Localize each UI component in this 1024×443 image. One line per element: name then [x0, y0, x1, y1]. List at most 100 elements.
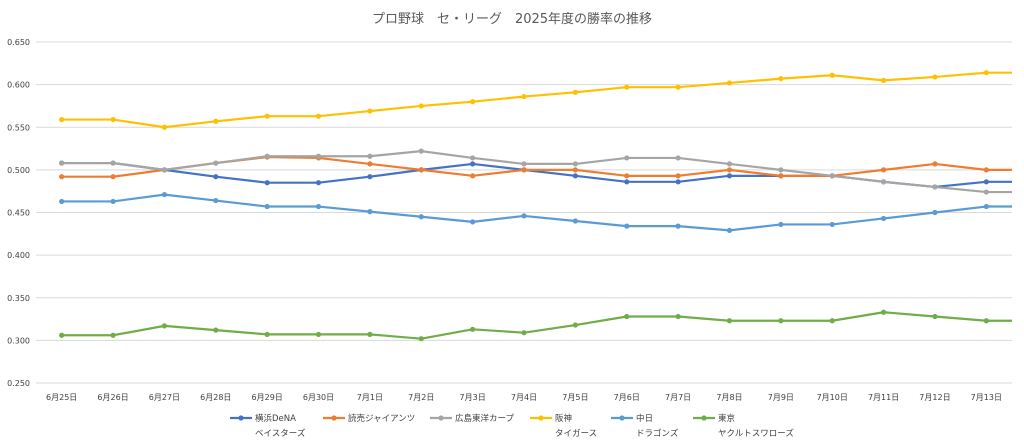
data-point	[264, 153, 270, 159]
data-point	[161, 167, 168, 173]
series-line	[61, 155, 1012, 178]
data-point	[470, 155, 476, 161]
data-point	[983, 70, 989, 76]
x-tick-label: 7月12日	[919, 393, 950, 402]
data-point	[110, 198, 116, 205]
data-point	[829, 318, 835, 324]
legend-entry: 横浜DeNA ベイスターズ	[230, 413, 306, 439]
legend-label-line2: ドラゴンズ	[636, 428, 679, 439]
y-tick-label: 0.300	[7, 336, 30, 345]
legend-marker	[438, 415, 444, 421]
data-point	[161, 323, 168, 329]
data-point	[521, 161, 527, 167]
data-point	[213, 118, 219, 124]
y-tick-label: 0.350	[7, 294, 30, 303]
data-point	[572, 322, 578, 328]
data-point	[983, 203, 989, 210]
data-point	[264, 113, 270, 119]
data-point	[59, 174, 65, 180]
data-point	[470, 219, 476, 225]
data-point	[315, 153, 322, 159]
data-point	[367, 174, 373, 180]
data-point	[315, 180, 322, 186]
data-point	[624, 155, 630, 161]
data-point	[829, 72, 835, 78]
data-point	[59, 116, 65, 123]
data-point	[213, 327, 219, 333]
data-point	[213, 197, 219, 204]
data-point	[367, 161, 373, 167]
x-tick-label: 6月30日	[303, 393, 334, 402]
series	[59, 148, 1012, 195]
series-line	[61, 161, 1012, 189]
series-line	[61, 311, 1012, 340]
x-axis-tick-labels: 6月25日 6月26日 6月27日 6月28日 6月29日 6月30日 7月1日 7月2日 7月…	[46, 393, 1002, 402]
data-point	[470, 173, 476, 179]
data-point	[624, 223, 630, 229]
data-point	[59, 160, 65, 166]
series	[59, 309, 1012, 342]
x-tick-label: 7月4日	[511, 393, 537, 402]
data-point	[932, 313, 938, 320]
data-point	[624, 84, 630, 90]
data-point	[675, 313, 681, 320]
data-point	[932, 209, 938, 216]
data-point	[829, 173, 835, 179]
data-point	[161, 124, 168, 130]
legend-label: 中日	[636, 413, 653, 424]
y-tick-label: 0.400	[7, 251, 30, 260]
data-point	[418, 214, 424, 220]
data-point	[880, 179, 887, 185]
data-point	[315, 203, 322, 210]
y-tick-label: 0.550	[7, 123, 30, 132]
x-tick-label: 7月2日	[408, 393, 434, 402]
x-tick-label: 6月29日	[252, 393, 283, 402]
data-point	[675, 223, 681, 229]
data-point	[675, 173, 681, 179]
data-point	[213, 160, 219, 166]
data-point	[880, 215, 887, 222]
y-tick-label: 0.500	[7, 166, 30, 175]
data-point	[521, 330, 527, 336]
x-tick-label: 6月28日	[200, 393, 231, 402]
y-axis-tick-labels: 0.250 0.300 0.350 0.400 0.450 0.500 0.550 0.600…	[7, 38, 30, 388]
x-tick-label: 6月27日	[149, 393, 180, 402]
data-point	[572, 161, 578, 167]
legend-label: 東京	[718, 413, 735, 424]
data-point	[315, 331, 322, 338]
data-point	[675, 155, 681, 161]
data-point	[470, 99, 476, 105]
series-line	[61, 71, 1012, 129]
y-tick-label: 0.650	[7, 38, 30, 47]
data-point	[521, 93, 527, 100]
data-point	[624, 179, 630, 185]
data-point	[110, 160, 116, 166]
data-point	[932, 161, 938, 167]
legend-entry: 広島東洋カープ	[430, 413, 514, 424]
x-tick-label: 6月25日	[46, 393, 77, 402]
data-point	[418, 167, 424, 173]
data-point	[264, 180, 270, 186]
data-point	[778, 167, 784, 173]
data-point	[572, 218, 578, 224]
data-point	[470, 161, 476, 167]
data-point	[983, 318, 989, 324]
x-tick-label: 7月7日	[665, 393, 691, 402]
legend-marker	[619, 415, 625, 421]
data-point	[264, 331, 270, 338]
data-point	[932, 74, 938, 80]
y-tick-label: 0.600	[7, 81, 30, 90]
data-point	[110, 116, 116, 123]
legend-entry: 読売ジャイアンツ	[323, 413, 415, 424]
x-tick-label: 7月8日	[716, 393, 742, 402]
data-point	[880, 167, 887, 173]
data-point	[726, 227, 733, 234]
legend-marker	[238, 415, 244, 421]
data-point	[418, 103, 424, 109]
data-point	[726, 80, 733, 86]
data-point	[726, 167, 733, 173]
legend-marker	[331, 415, 337, 421]
data-point	[726, 161, 733, 167]
